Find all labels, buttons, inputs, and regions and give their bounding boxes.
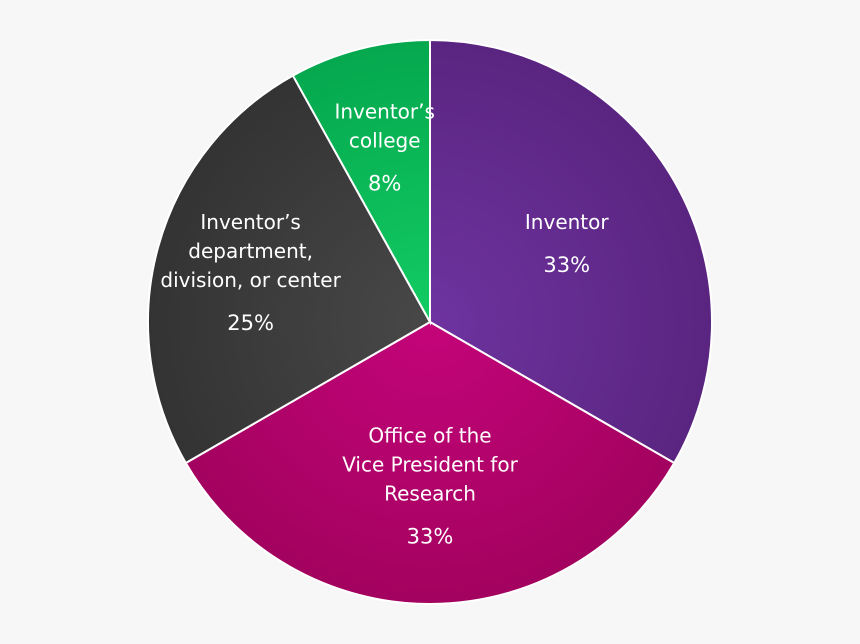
slices-layer <box>147 38 713 605</box>
slice-label-vp-research: Office of the <box>368 423 491 447</box>
pie-slice-college <box>291 38 431 326</box>
pie-slice-department <box>147 74 432 465</box>
slice-label-group-college: Inventor’s college 8% <box>334 100 434 196</box>
slice-label-college: college <box>349 129 421 153</box>
slice-value-department: 25% <box>227 311 274 335</box>
slice-label-department: Inventor’s <box>200 210 300 234</box>
slice-label-college: Inventor’s <box>334 100 434 124</box>
slice-label-group-vp-research: Office of the Vice President for Research 3… <box>342 423 518 548</box>
slice-value-college: 8% <box>368 172 401 196</box>
slice-label-department: division, or center <box>160 268 341 292</box>
slice-label-group-inventor: Inventor 33% <box>525 210 609 277</box>
labels-layer: Inventor 33% Office of the Vice President f… <box>160 100 609 549</box>
slice-label-department: department, <box>188 239 313 263</box>
slice-value-inventor: 33% <box>543 253 590 277</box>
slice-label-inventor: Inventor <box>525 210 609 234</box>
pie-slice-vp-research <box>184 320 676 605</box>
pie-slice-inventor <box>429 38 713 465</box>
slice-label-group-department: Inventor’s department, division, or center… <box>160 210 341 335</box>
slice-label-vp-research: Vice President for <box>342 452 518 476</box>
slice-value-vp-research: 33% <box>407 524 454 548</box>
slice-label-vp-research: Research <box>384 481 476 505</box>
